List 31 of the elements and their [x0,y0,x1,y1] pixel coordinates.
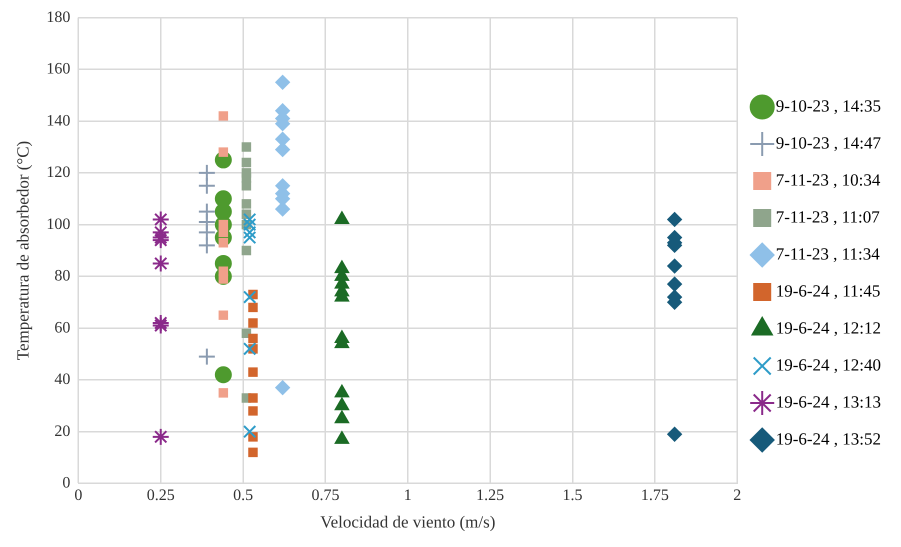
y-tick-label: 20 [54,422,70,440]
y-tick-label: 60 [54,319,70,336]
x-tick-label: 0 [74,487,82,504]
legend-label: 9-10-23 , 14:47 [776,133,882,152]
x-tick-label: 1.25 [476,487,504,504]
x-tick-label: 0.5 [233,487,254,504]
x-tick-label: 1.5 [562,487,583,504]
y-tick-label: 140 [46,112,70,130]
legend-label: 19-6-24 , 12:40 [776,355,881,374]
x-axis-title: Velocidad de viento (m/s) [320,512,496,532]
x-tick-label: 1 [404,487,412,504]
legend-label: 19-6-24 , 13:13 [776,392,881,412]
legend-label: 19-6-24 , 13:52 [776,429,881,448]
legend-label: 19-6-24 , 12:12 [776,318,881,338]
legend-label: 7-11-23 , 11:34 [776,244,880,264]
x-tick-label: 1.75 [640,487,669,504]
y-tick-label: 100 [46,216,70,233]
y-tick-label: 80 [54,268,70,285]
y-tick-label: 0 [62,474,70,492]
y-tick-label: 120 [46,164,70,182]
legend-label: 7-11-23 , 11:07 [776,207,880,226]
y-axis-title: Temperatura de absorbedor (°C) [14,140,33,360]
y-tick-label: 160 [46,60,70,78]
x-tick-label: 0.25 [146,487,175,504]
legend-label: 9-10-23 , 14:35 [776,96,881,116]
legend-label: 7-11-23 , 10:34 [776,170,881,190]
x-tick-label: 0.75 [311,487,340,504]
legend-label: 19-6-24 , 11:45 [776,281,880,300]
y-tick-label: 180 [46,8,70,26]
y-tick-label: 40 [54,371,70,388]
x-tick-label: 2 [733,487,742,504]
